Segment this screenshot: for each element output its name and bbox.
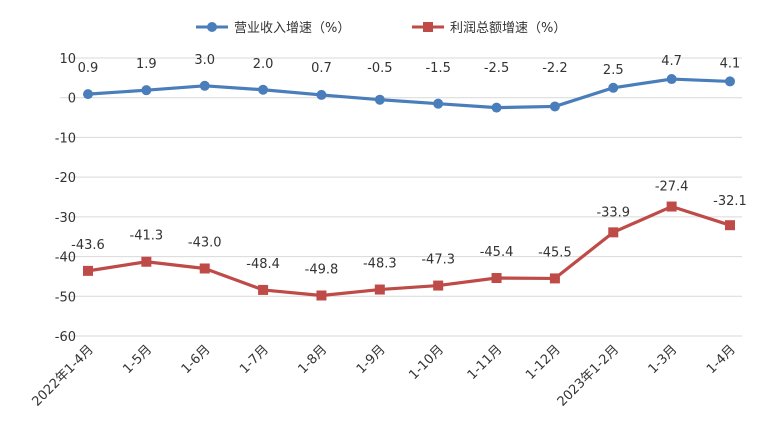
data-point <box>725 220 735 231</box>
data-point <box>141 85 152 96</box>
data-label: -27.4 <box>655 180 689 195</box>
data-label: -49.8 <box>305 262 339 277</box>
data-label: 0.7 <box>311 61 332 76</box>
data-label: -43.0 <box>188 235 222 250</box>
series-1: 0.9 1.9 3.0 2.0 0.7 -0.5 -1.5 -2.5 -2.2 2.5 4.7 4.1 <box>78 53 741 113</box>
x-tick-label: 2022年1-4月 <box>29 342 96 409</box>
data-point <box>666 201 677 212</box>
data-label: -32.1 <box>713 194 747 209</box>
data-label: -33.9 <box>596 205 630 220</box>
data-point <box>141 256 152 267</box>
data-point <box>316 89 327 100</box>
data-label: -1.5 <box>425 61 450 76</box>
x-axis: 2022年1-4月 1-5月 1-6月 1-7月 1-8月 1-9月 1-10月 1-11月 1… <box>29 342 738 409</box>
y-axis: 10 0 -10 -20 -30 -40 -50 -60 <box>55 52 76 345</box>
data-label: -0.5 <box>367 61 392 76</box>
y-tick-label: 10 <box>59 52 76 67</box>
data-label: -2.2 <box>542 61 567 76</box>
data-label: -48.3 <box>363 257 397 272</box>
legend-label: 营业收入增速（%） <box>234 21 350 36</box>
x-tick-label: 1-8月 <box>295 342 330 377</box>
data-label: -45.4 <box>480 245 514 260</box>
data-point <box>608 82 619 93</box>
y-tick-label: -10 <box>55 131 76 146</box>
gridlines <box>60 57 742 337</box>
data-point <box>666 74 677 85</box>
data-point <box>433 98 444 109</box>
data-point <box>83 265 93 276</box>
legend: 营业收入增速（%） 利润总额增速（%） <box>196 21 566 36</box>
x-tick-label: 1-12月 <box>523 342 564 383</box>
data-label: -48.4 <box>246 257 280 272</box>
x-tick-label: 1-3月 <box>646 342 681 377</box>
legend-marker <box>207 22 217 32</box>
x-tick-label: 1-7月 <box>237 342 272 377</box>
x-tick-label: 1-4月 <box>704 342 739 377</box>
data-point <box>549 273 560 284</box>
legend-label: 利润总额增速（%） <box>450 21 566 36</box>
x-tick-label: 1-6月 <box>179 342 214 377</box>
data-label: 4.1 <box>720 56 741 71</box>
y-tick-label: -20 <box>55 171 76 186</box>
series-2: -43.6 -41.3 -43.0 -48.4 -49.8 -48.3 -47.3 -45.4… <box>71 180 747 301</box>
data-point <box>608 227 619 238</box>
data-label: 3.0 <box>194 53 215 68</box>
x-tick-label: 1-11月 <box>465 342 506 383</box>
data-label: -43.6 <box>71 238 105 253</box>
x-tick-label: 1-5月 <box>120 342 155 377</box>
series-group: 0.9 1.9 3.0 2.0 0.7 -0.5 -1.5 -2.5 -2.2 2.5 4.7 4.1… <box>71 53 747 301</box>
data-point <box>83 89 93 100</box>
y-tick-label: -40 <box>55 251 76 266</box>
data-point <box>491 102 502 113</box>
data-label: -45.5 <box>538 245 572 260</box>
y-tick-label: -30 <box>55 211 76 226</box>
x-tick-label: 1-9月 <box>354 342 389 377</box>
y-tick-label: 0 <box>68 92 76 107</box>
data-label: 2.5 <box>603 63 624 78</box>
y-tick-label: -50 <box>55 290 76 305</box>
data-label: -47.3 <box>421 253 455 268</box>
data-point <box>316 290 327 301</box>
data-point <box>549 101 560 112</box>
data-point <box>258 284 269 295</box>
data-label: 1.9 <box>136 57 157 72</box>
data-label: 4.7 <box>661 54 682 69</box>
y-tick-label: -60 <box>55 330 76 345</box>
data-label: -41.3 <box>130 229 164 244</box>
data-label: 2.0 <box>253 57 274 72</box>
x-tick-label: 1-10月 <box>406 342 447 383</box>
series-line <box>87 204 731 298</box>
data-point <box>374 94 385 105</box>
data-label: -2.5 <box>484 61 509 76</box>
legend-marker <box>423 22 433 32</box>
legend-item-2: 利润总额增速（%） <box>412 21 566 36</box>
data-label: 0.9 <box>78 61 99 76</box>
data-point <box>725 76 735 87</box>
legend-item-1: 营业收入增速（%） <box>196 21 350 36</box>
data-point <box>491 273 502 284</box>
data-point <box>258 84 269 95</box>
data-point <box>199 263 210 274</box>
data-point <box>374 284 385 295</box>
data-point <box>199 80 210 91</box>
series-line <box>87 77 731 110</box>
data-point <box>433 280 444 291</box>
x-tick-label: 2023年1-2月 <box>555 342 622 409</box>
